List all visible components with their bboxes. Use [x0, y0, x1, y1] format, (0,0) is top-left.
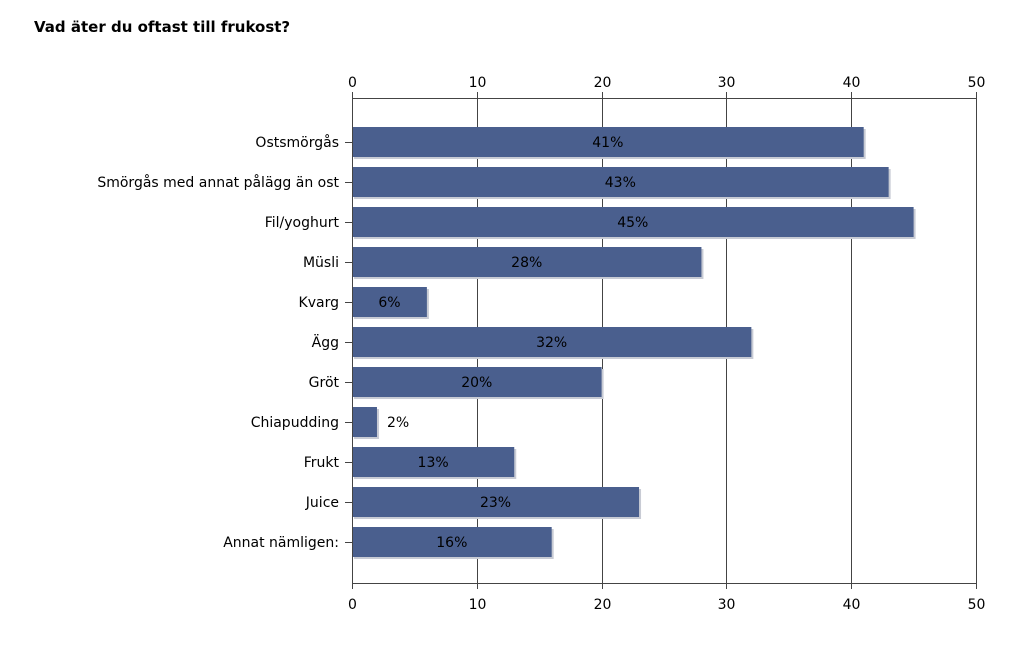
x-tick-label-bottom: 50: [968, 597, 986, 613]
x-tick-label-top: 10: [469, 75, 487, 91]
category-label: Smörgås med annat pålägg än ost: [97, 174, 339, 191]
bar: [352, 167, 889, 197]
data-label: 32%: [536, 335, 567, 351]
data-label: 20%: [461, 375, 492, 391]
data-label: 28%: [511, 255, 542, 271]
x-tick-label-top: 40: [843, 75, 861, 91]
category-label: Ägg: [312, 333, 339, 351]
category-label: Chiapudding: [251, 415, 339, 431]
x-tick-label-top: 30: [718, 75, 736, 91]
bar: [352, 407, 377, 437]
bar: [352, 447, 515, 477]
data-label: 16%: [436, 535, 467, 551]
category-label: Fil/yoghurt: [265, 215, 340, 231]
axes: [345, 92, 977, 589]
labels: 0 0 10 10 20 20 30 30 40 40 50 50 Ostsmörgås 41% Smörg…: [97, 75, 985, 613]
category-label: Frukt: [304, 455, 340, 471]
bar: [352, 527, 552, 557]
x-tick-label-bottom: 40: [843, 597, 861, 613]
data-label: 2%: [387, 415, 409, 431]
data-label: 13%: [418, 455, 449, 471]
bar: [352, 287, 427, 317]
data-label: 6%: [378, 295, 400, 311]
category-label: Kvarg: [299, 295, 339, 311]
category-label: Gröt: [309, 375, 340, 391]
data-label: 41%: [592, 135, 623, 151]
category-label: Ostsmörgås: [255, 134, 339, 151]
x-tick-label-bottom: 10: [469, 597, 487, 613]
category-label: Juice: [305, 495, 339, 511]
data-label: 43%: [605, 175, 636, 191]
x-tick-label-top: 0: [348, 75, 357, 91]
bars: [352, 127, 916, 559]
chart-title: Vad äter du oftast till frukost?: [34, 18, 291, 36]
category-label: Müsli: [303, 255, 339, 271]
x-tick-label-top: 20: [594, 75, 612, 91]
x-tick-label-bottom: 20: [594, 597, 612, 613]
bar: [352, 327, 752, 357]
x-tick-label-bottom: 30: [718, 597, 736, 613]
bar: [352, 247, 702, 277]
bar: [352, 207, 914, 237]
x-tick-label-top: 50: [968, 75, 986, 91]
x-tick-label-bottom: 0: [348, 597, 357, 613]
bar: [352, 127, 864, 157]
category-label: Annat nämligen:: [223, 535, 339, 551]
bar: [352, 487, 640, 517]
data-label: 45%: [617, 215, 648, 231]
bar: [352, 367, 602, 397]
data-label: 23%: [480, 495, 511, 511]
